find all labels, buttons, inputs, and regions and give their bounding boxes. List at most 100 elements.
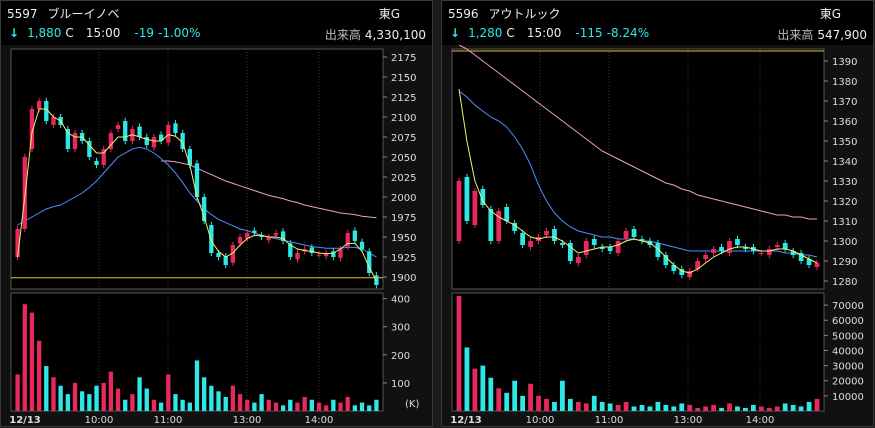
candle-body <box>599 247 605 249</box>
volume-bar <box>115 388 121 411</box>
price-change: -115 <box>575 26 603 40</box>
candle-body <box>252 230 257 233</box>
candle-body <box>259 235 264 237</box>
y-tick-label: 1925 <box>391 253 416 264</box>
x-tick-label: 12/13 <box>9 415 41 426</box>
last-price: 1,880 <box>27 26 62 40</box>
candle-body <box>615 241 621 253</box>
volume-bar <box>295 402 300 411</box>
volume-tick-label: 30000 <box>832 362 864 373</box>
candle-body <box>245 233 250 239</box>
y-tick-label: 1370 <box>832 97 857 108</box>
candle-body <box>814 263 820 267</box>
x-tick-label: 11:00 <box>154 415 183 426</box>
ma-short-line <box>458 88 818 274</box>
candle-body <box>679 269 685 275</box>
y-tick-label: 2125 <box>391 93 416 104</box>
candle-body <box>331 251 336 257</box>
price-time: 15:00 <box>526 26 562 40</box>
volume-bar <box>324 405 329 411</box>
volume-tick-label: 300 <box>391 323 410 334</box>
volume-bar <box>29 312 35 411</box>
volume-value: 4,330,100 <box>364 28 426 42</box>
volume-bar <box>123 399 128 411</box>
y-tick-label: 1900 <box>391 273 416 284</box>
volume-bar <box>108 371 114 411</box>
y-tick-label: 1350 <box>832 137 857 148</box>
volume-bar <box>266 399 271 411</box>
price-flag: C <box>506 26 515 40</box>
volume-bar <box>560 380 565 411</box>
candle-body <box>266 237 271 241</box>
y-tick-label: 2000 <box>391 193 416 204</box>
candle-body <box>782 243 788 249</box>
volume-bar <box>711 404 716 411</box>
volume-label: 出来高 <box>324 28 361 42</box>
ma-mid-line <box>17 146 377 258</box>
candle-body <box>560 243 565 245</box>
volume-bar <box>80 391 85 411</box>
volume-bar <box>623 401 629 411</box>
volume-bar <box>671 406 677 411</box>
volume-bar <box>512 380 518 411</box>
candle-body <box>223 256 228 265</box>
candle-body <box>194 163 200 197</box>
candle-body <box>115 125 121 129</box>
volume-bar <box>223 396 228 411</box>
candle-body <box>15 229 20 257</box>
volume-bar <box>245 399 250 411</box>
candle-body <box>230 245 236 263</box>
intraday-chart: 2175 2150 2125 2100 2075 2050 2025 2000 1975 1950… <box>9 48 419 426</box>
volume-bar <box>252 402 257 411</box>
candle-body <box>166 125 171 143</box>
candle-body <box>655 243 661 257</box>
candle-body <box>639 239 645 241</box>
volume-bar <box>806 401 812 411</box>
y-tick-label: 1360 <box>832 117 857 128</box>
x-tick-label: 12/13 <box>450 415 482 426</box>
volume-bar <box>695 407 701 411</box>
x-tick-label: 14:00 <box>305 415 334 426</box>
y-tick-label: 1280 <box>832 277 857 288</box>
candle-body <box>36 101 42 109</box>
candle-body <box>108 133 114 149</box>
volume-bar <box>202 377 207 411</box>
candle-body <box>472 191 478 225</box>
candle-body <box>345 233 350 247</box>
candle-body <box>316 254 322 256</box>
candle-body <box>456 181 462 241</box>
candle-body <box>137 126 142 137</box>
candle-body <box>367 251 372 273</box>
stock-name: アウトルック <box>488 7 561 21</box>
volume-bar <box>719 407 724 411</box>
volume-bar <box>151 399 157 411</box>
candle-body <box>44 101 49 121</box>
volume-bar <box>464 347 470 411</box>
candle-body <box>144 137 149 145</box>
candle-body <box>496 211 502 241</box>
volume-tick-label: 400 <box>391 295 410 306</box>
ma-short-line <box>17 108 377 282</box>
volume-bar <box>536 395 541 411</box>
last-price: 1,280 <box>468 26 503 40</box>
candle-body <box>87 141 92 157</box>
volume-bar <box>158 402 164 411</box>
volume-bar <box>607 403 613 411</box>
volume-bar <box>456 296 462 411</box>
candle-body <box>237 237 243 244</box>
candle-body <box>631 229 637 237</box>
candle-body <box>790 251 796 255</box>
x-tick-label: 11:00 <box>595 415 624 426</box>
volume-bar <box>790 404 796 411</box>
candle-body <box>180 133 185 149</box>
candle-body <box>806 259 812 265</box>
x-tick-label: 10:00 <box>526 415 555 426</box>
y-tick-label: 1330 <box>832 177 857 188</box>
volume-bar <box>173 394 178 411</box>
volume-bar <box>480 365 486 411</box>
price-change: -19 <box>134 26 155 40</box>
volume-bar <box>567 398 573 411</box>
volume-bar <box>703 406 709 411</box>
candle-body <box>671 265 677 271</box>
candle-body <box>591 239 597 245</box>
